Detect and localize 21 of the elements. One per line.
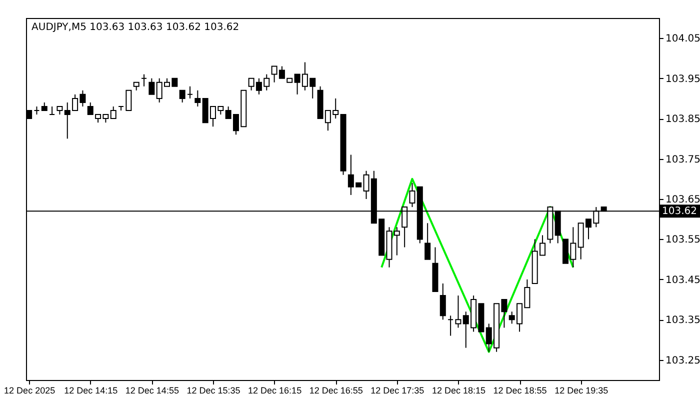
y-tick-label: 103.45: [666, 274, 700, 286]
x-tick-label: 12 Dec 2025: [4, 386, 56, 396]
x-tick-label: 12 Dec 17:35: [370, 386, 424, 396]
x-tick-label: 12 Dec 15:35: [186, 386, 240, 396]
y-tick-label: 103.85: [666, 114, 700, 126]
y-tick-label: 103.55: [666, 234, 700, 246]
x-tick-label: 12 Dec 18:15: [432, 386, 486, 396]
x-tick-label: 12 Dec 14:55: [125, 386, 179, 396]
y-tick-label: 103.35: [666, 315, 700, 326]
y-tick-label: 103.95: [666, 74, 700, 85]
y-tick-label: 103.75: [666, 154, 700, 166]
chart-title: AUDJPY,M5 103.63 103.63 103.62 103.62: [32, 22, 240, 33]
y-tick-label: 103.65: [666, 194, 700, 206]
y-tick-label: 103.25: [666, 355, 700, 366]
x-tick-label: 12 Dec 19:35: [554, 386, 608, 396]
x-tick-label: 12 Dec 14:15: [64, 386, 118, 396]
x-tick-label: 12 Dec 18:55: [493, 386, 547, 396]
x-tick-label: 12 Dec 16:15: [248, 386, 302, 396]
x-tick-label: 12 Dec 16:55: [309, 386, 363, 396]
ref-line-label: 103.62: [662, 206, 697, 218]
y-tick-label: 104.05: [666, 34, 700, 45]
